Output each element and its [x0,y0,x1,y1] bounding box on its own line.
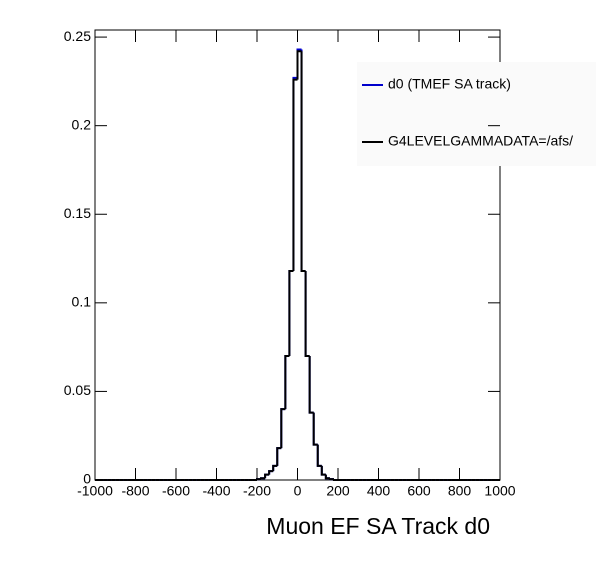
y-tick-label: 0.25 [64,28,91,44]
x-tick-label: -800 [121,483,149,499]
x-tick-label: -400 [202,483,230,499]
y-tick-label: 0.15 [64,205,91,221]
histogram-bin [292,78,298,271]
y-tick-label: 0.05 [64,382,91,398]
histogram-bin [280,408,286,449]
x-axis-title: Muon EF SA Track d0 [266,513,490,539]
histogram-bin [260,477,266,480]
y-tick-label: 0.1 [72,294,92,310]
histogram-bin [256,478,262,481]
x-tick-label: -600 [162,483,190,499]
histogram-bin [272,464,278,472]
x-tick-label: 1000 [484,483,515,499]
histogram-bin [328,478,334,481]
y-tick-label: 0.2 [72,116,92,132]
histogram-bin [324,474,330,480]
histogram-bin [296,50,302,80]
histogram-bin [276,447,282,466]
histogram-bin [332,479,338,481]
x-tick-label: -1000 [77,483,113,499]
legend-label: d0 (TMEF SA track) [388,76,511,92]
histogram-bin [300,51,306,272]
histogram-bin [320,465,326,476]
x-tick-label: 800 [448,483,472,499]
legend-box [357,62,596,166]
histogram-bin [264,473,270,479]
histogram-bin [304,270,310,357]
legend-label: G4LEVELGAMMADATA=/afs/ [388,133,573,149]
x-tick-label: 200 [326,483,350,499]
histogram-bin [308,355,314,414]
histogram-bin [284,354,290,410]
histogram-bin [316,444,322,467]
x-tick-label: 400 [367,483,391,499]
histogram-bin [268,470,274,475]
x-tick-label: 0 [294,483,302,499]
histogram-bin [312,412,318,446]
histogram-bin [288,269,294,356]
y-tick-label: 0 [83,471,91,487]
x-tick-label: 600 [407,483,431,499]
x-tick-label: -200 [243,483,271,499]
